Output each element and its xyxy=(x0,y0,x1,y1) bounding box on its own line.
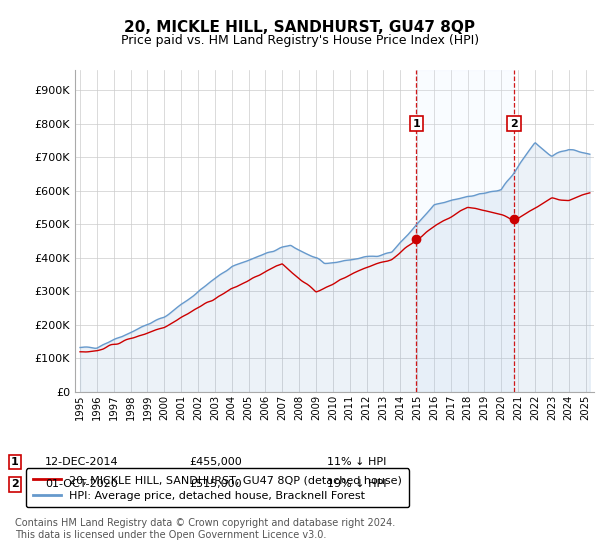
Text: £455,000: £455,000 xyxy=(189,457,242,467)
Text: 1: 1 xyxy=(413,119,420,129)
Text: Price paid vs. HM Land Registry's House Price Index (HPI): Price paid vs. HM Land Registry's House … xyxy=(121,34,479,46)
Legend: 20, MICKLE HILL, SANDHURST, GU47 8QP (detached house), HPI: Average price, detac: 20, MICKLE HILL, SANDHURST, GU47 8QP (de… xyxy=(26,468,409,507)
Text: 2: 2 xyxy=(510,119,518,129)
Text: 11% ↓ HPI: 11% ↓ HPI xyxy=(327,457,386,467)
Text: Contains HM Land Registry data © Crown copyright and database right 2024.
This d: Contains HM Land Registry data © Crown c… xyxy=(15,518,395,540)
Text: 1: 1 xyxy=(11,457,19,467)
Text: 2: 2 xyxy=(11,479,19,489)
Text: 01-OCT-2020: 01-OCT-2020 xyxy=(45,479,118,489)
Bar xyxy=(416,70,514,392)
Text: 20, MICKLE HILL, SANDHURST, GU47 8QP: 20, MICKLE HILL, SANDHURST, GU47 8QP xyxy=(125,20,476,35)
Text: 12-DEC-2014: 12-DEC-2014 xyxy=(45,457,119,467)
Text: £515,000: £515,000 xyxy=(189,479,242,489)
Text: 19% ↓ HPI: 19% ↓ HPI xyxy=(327,479,386,489)
